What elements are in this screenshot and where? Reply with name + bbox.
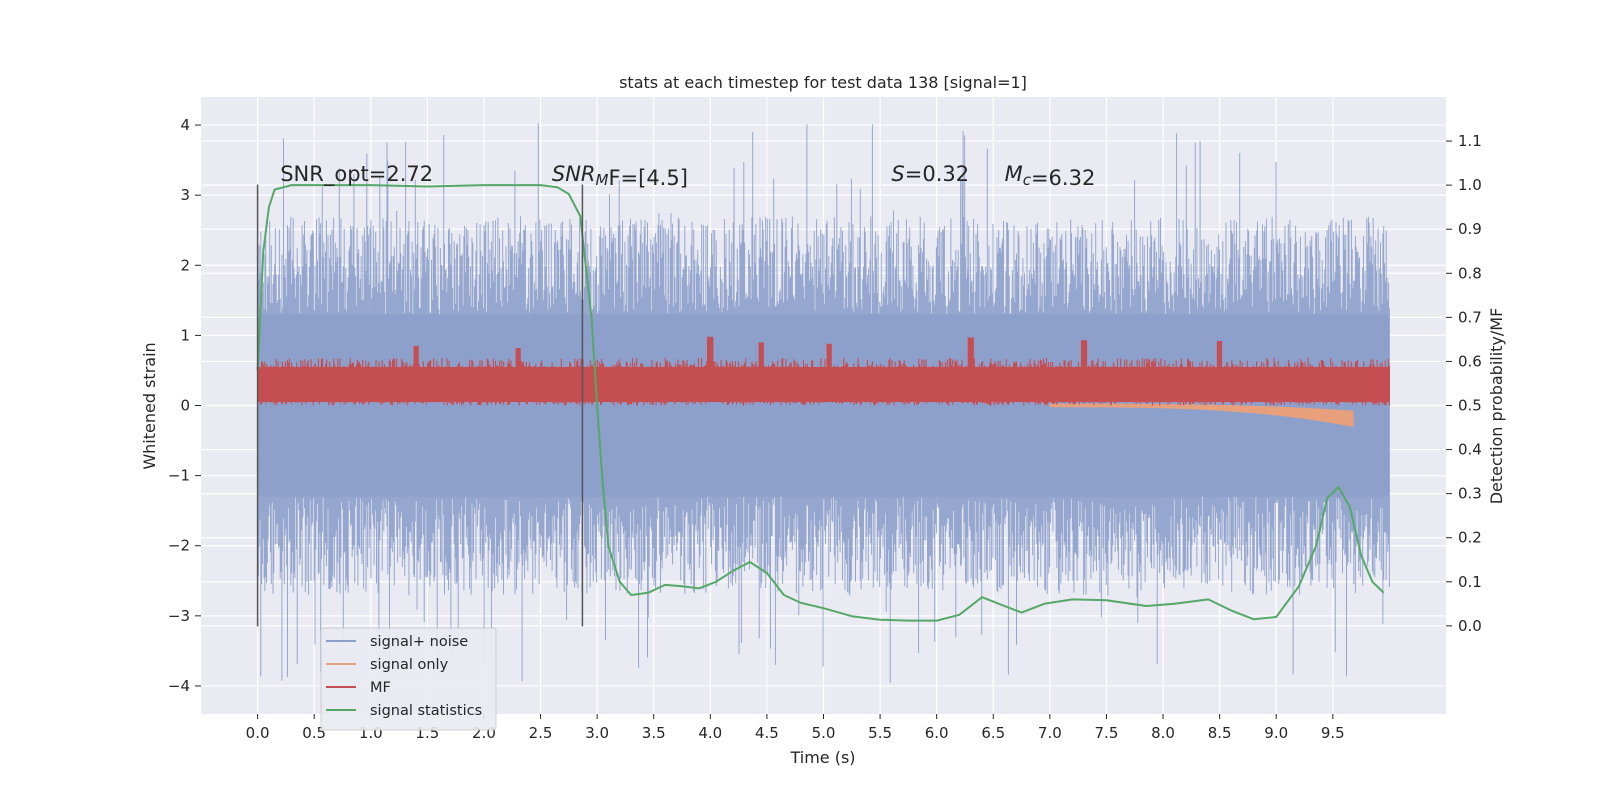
y-right-tick-label-0: 1.1 bbox=[1458, 132, 1482, 150]
y-right-tick-label-8: 0.3 bbox=[1458, 485, 1482, 503]
tick-labels: 0.0 0.5 1.0 1.5 2.0 2.5 3.0 3.5 4.0 4.5 5.0 5.5 6.0 6… bbox=[168, 116, 1482, 742]
x-tick-label-13: 6.5 bbox=[981, 724, 1005, 742]
series-signal-statistics bbox=[256, 184, 1385, 622]
x-tick-label-16: 8.0 bbox=[1151, 724, 1175, 742]
annotation-s-value: S=0.32 bbox=[891, 162, 969, 186]
x-tick-label-5: 2.5 bbox=[529, 724, 553, 742]
y-left-tick-label-2: 2 bbox=[180, 256, 190, 274]
y-right-tick-label-7: 0.4 bbox=[1458, 441, 1482, 459]
legend: signal+ noise signal only MF signal statist… bbox=[320, 627, 497, 731]
legend-label-mf: MF bbox=[370, 680, 391, 696]
y-axis-right-label: Detection probability/MF bbox=[1487, 308, 1506, 505]
legend-label-signal-statistics: signal statistics bbox=[370, 703, 482, 719]
y-axis-left-label: Whitened strain bbox=[140, 342, 159, 469]
legend-label-signal-only: signal only bbox=[370, 657, 449, 673]
annotation-mc-value: Mc=6.32 bbox=[1005, 162, 1096, 190]
annotations: SNR_opt=2.72 SNRMF=[4.5] S=0.32 Mc=6.32 bbox=[280, 162, 1095, 190]
y-right-tick-label-3: 0.8 bbox=[1458, 264, 1482, 282]
y-left-tick-label-7: −3 bbox=[168, 607, 190, 625]
x-axis-label: Time (s) bbox=[789, 748, 855, 767]
series-mf-band bbox=[257, 366, 1390, 402]
y-left-tick-label-1: 3 bbox=[180, 186, 190, 204]
x-tick-label-6: 3.0 bbox=[585, 724, 609, 742]
x-tick-label-1: 0.5 bbox=[302, 724, 326, 742]
legend-box bbox=[320, 627, 497, 731]
annotation-snr-opt: SNR_opt=2.72 bbox=[280, 162, 433, 187]
x-tick-label-9: 4.5 bbox=[755, 724, 779, 742]
chart-title: stats at each timestep for test data 138… bbox=[619, 73, 1027, 92]
y-right-tick-label-4: 0.7 bbox=[1458, 308, 1482, 326]
vertical-markers bbox=[256, 184, 584, 627]
y-left-tick-label-8: −4 bbox=[168, 677, 190, 695]
series-layer bbox=[256, 123, 1390, 684]
x-tick-label-7: 3.5 bbox=[642, 724, 666, 742]
y-right-tick-label-5: 0.6 bbox=[1458, 352, 1482, 370]
y-right-tick-label-11: 0.0 bbox=[1458, 617, 1482, 635]
legend-label-signal-noise: signal+ noise bbox=[370, 634, 468, 650]
y-left-tick-label-4: 0 bbox=[180, 397, 190, 415]
y-left-tick-label-6: −2 bbox=[168, 537, 190, 555]
x-tick-label-15: 7.5 bbox=[1095, 724, 1119, 742]
y-left-tick-label-5: −1 bbox=[168, 467, 190, 485]
y-right-tick-label-2: 0.9 bbox=[1458, 220, 1482, 238]
x-tick-label-11: 5.5 bbox=[868, 724, 892, 742]
y-right-tick-label-6: 0.5 bbox=[1458, 397, 1482, 415]
x-tick-label-17: 8.5 bbox=[1208, 724, 1232, 742]
x-tick-label-18: 9.0 bbox=[1264, 724, 1288, 742]
y-right-tick-label-10: 0.1 bbox=[1458, 573, 1482, 591]
y-right-tick-label-9: 0.2 bbox=[1458, 529, 1482, 547]
y-left-tick-label-3: 1 bbox=[180, 326, 190, 344]
y-left-tick-label-0: 4 bbox=[180, 116, 190, 134]
x-tick-label-12: 6.0 bbox=[925, 724, 949, 742]
x-tick-label-10: 5.0 bbox=[812, 724, 836, 742]
x-tick-label-8: 4.0 bbox=[698, 724, 722, 742]
annotation-snr-mf: SNRMF=[4.5] bbox=[552, 162, 688, 190]
x-tick-label-14: 7.0 bbox=[1038, 724, 1062, 742]
x-tick-label-0: 0.0 bbox=[246, 724, 270, 742]
y-right-tick-label-1: 1.0 bbox=[1458, 176, 1482, 194]
x-tick-label-19: 9.5 bbox=[1321, 724, 1345, 742]
